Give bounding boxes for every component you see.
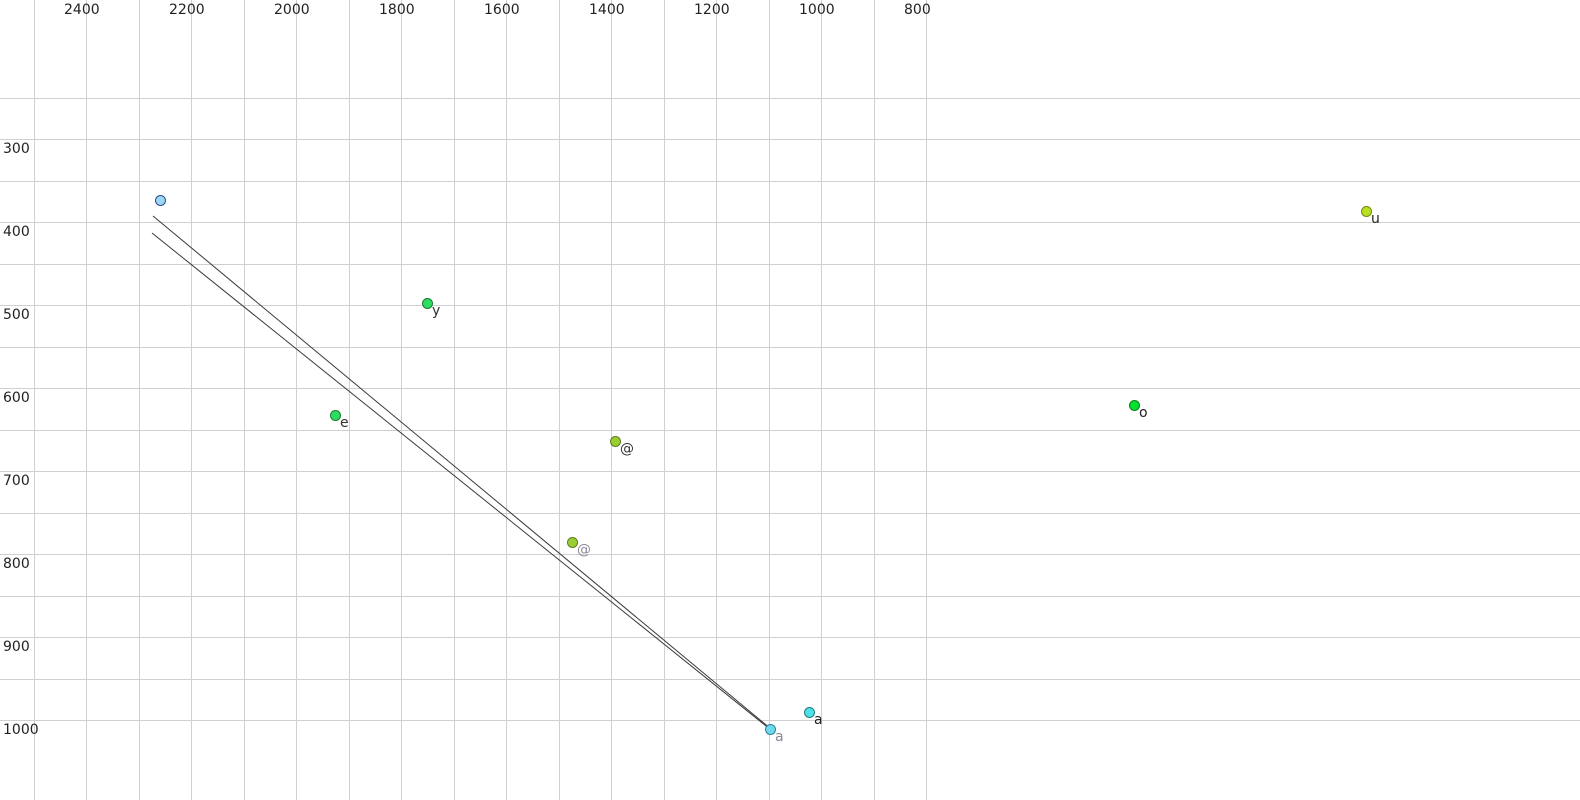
gridline-vertical bbox=[296, 0, 297, 800]
data-point-label: @ bbox=[577, 542, 591, 558]
gridline-vertical bbox=[349, 0, 350, 800]
gridline-vertical bbox=[874, 0, 875, 800]
gridline-vertical bbox=[926, 0, 927, 800]
data-point-label: u bbox=[1371, 211, 1380, 227]
data-point-label: @ bbox=[620, 441, 634, 457]
data-point[interactable] bbox=[1128, 399, 1140, 411]
data-point-label: e bbox=[340, 415, 349, 431]
gridline-vertical bbox=[244, 0, 245, 800]
data-point[interactable] bbox=[329, 409, 341, 421]
gridline-vertical bbox=[769, 0, 770, 800]
x-axis-tick-label: 2200 bbox=[169, 2, 205, 18]
gridline-vertical bbox=[559, 0, 560, 800]
gridline-horizontal bbox=[0, 637, 1580, 638]
gridline-horizontal bbox=[0, 347, 1580, 348]
x-axis-tick-label: 2000 bbox=[274, 2, 310, 18]
gridline-vertical bbox=[34, 0, 35, 800]
data-point[interactable] bbox=[803, 706, 815, 718]
data-point-label: o bbox=[1139, 405, 1148, 421]
y-axis-tick-label: 1000 bbox=[3, 722, 39, 738]
data-point[interactable] bbox=[566, 536, 578, 548]
y-axis-tick-label: 700 bbox=[3, 473, 30, 489]
gridline-horizontal bbox=[0, 471, 1580, 472]
x-axis-tick-label: 1600 bbox=[484, 2, 520, 18]
data-point-label: y bbox=[432, 303, 441, 319]
gridline-vertical bbox=[454, 0, 455, 800]
data-point[interactable] bbox=[764, 723, 776, 735]
y-axis-tick-label: 900 bbox=[3, 639, 30, 655]
gridline-horizontal bbox=[0, 181, 1580, 182]
x-axis-tick-label: 1400 bbox=[589, 2, 625, 18]
y-axis-tick-label: 600 bbox=[3, 390, 30, 406]
gridline-horizontal bbox=[0, 139, 1580, 140]
gridline-horizontal bbox=[0, 679, 1580, 680]
gridline-vertical bbox=[611, 0, 612, 800]
fit-line-2 bbox=[151, 232, 772, 731]
y-axis-tick-label: 800 bbox=[3, 556, 30, 572]
x-axis-tick-label: 800 bbox=[904, 2, 931, 18]
gridline-vertical bbox=[401, 0, 402, 800]
y-axis-tick-label: 300 bbox=[3, 141, 30, 157]
gridline-horizontal bbox=[0, 305, 1580, 306]
x-axis-tick-label: 2400 bbox=[64, 2, 100, 18]
gridline-horizontal bbox=[0, 388, 1580, 389]
gridline-horizontal bbox=[0, 720, 1580, 721]
data-point[interactable] bbox=[421, 297, 433, 309]
y-axis-tick-label: 500 bbox=[3, 307, 30, 323]
gridline-vertical bbox=[664, 0, 665, 800]
gridline-vertical bbox=[86, 0, 87, 800]
gridline-vertical bbox=[139, 0, 140, 800]
gridline-horizontal bbox=[0, 98, 1580, 99]
gridline-horizontal bbox=[0, 554, 1580, 555]
fit-line-1 bbox=[152, 215, 772, 730]
data-point[interactable] bbox=[1360, 205, 1372, 217]
gridline-horizontal bbox=[0, 222, 1580, 223]
x-axis-tick-label: 1000 bbox=[799, 2, 835, 18]
gridline-vertical bbox=[821, 0, 822, 800]
data-point-label: a bbox=[814, 712, 823, 728]
gridline-vertical bbox=[506, 0, 507, 800]
data-point[interactable] bbox=[154, 194, 166, 206]
gridline-vertical bbox=[716, 0, 717, 800]
gridline-horizontal bbox=[0, 513, 1580, 514]
gridline-horizontal bbox=[0, 430, 1580, 431]
x-axis-tick-label: 1800 bbox=[379, 2, 415, 18]
data-point-label: a bbox=[775, 729, 784, 745]
y-axis-tick-label: 400 bbox=[3, 224, 30, 240]
gridline-horizontal bbox=[0, 596, 1580, 597]
data-point[interactable] bbox=[609, 435, 621, 447]
gridline-horizontal bbox=[0, 264, 1580, 265]
x-axis-tick-label: 1200 bbox=[694, 2, 730, 18]
gridline-vertical bbox=[191, 0, 192, 800]
